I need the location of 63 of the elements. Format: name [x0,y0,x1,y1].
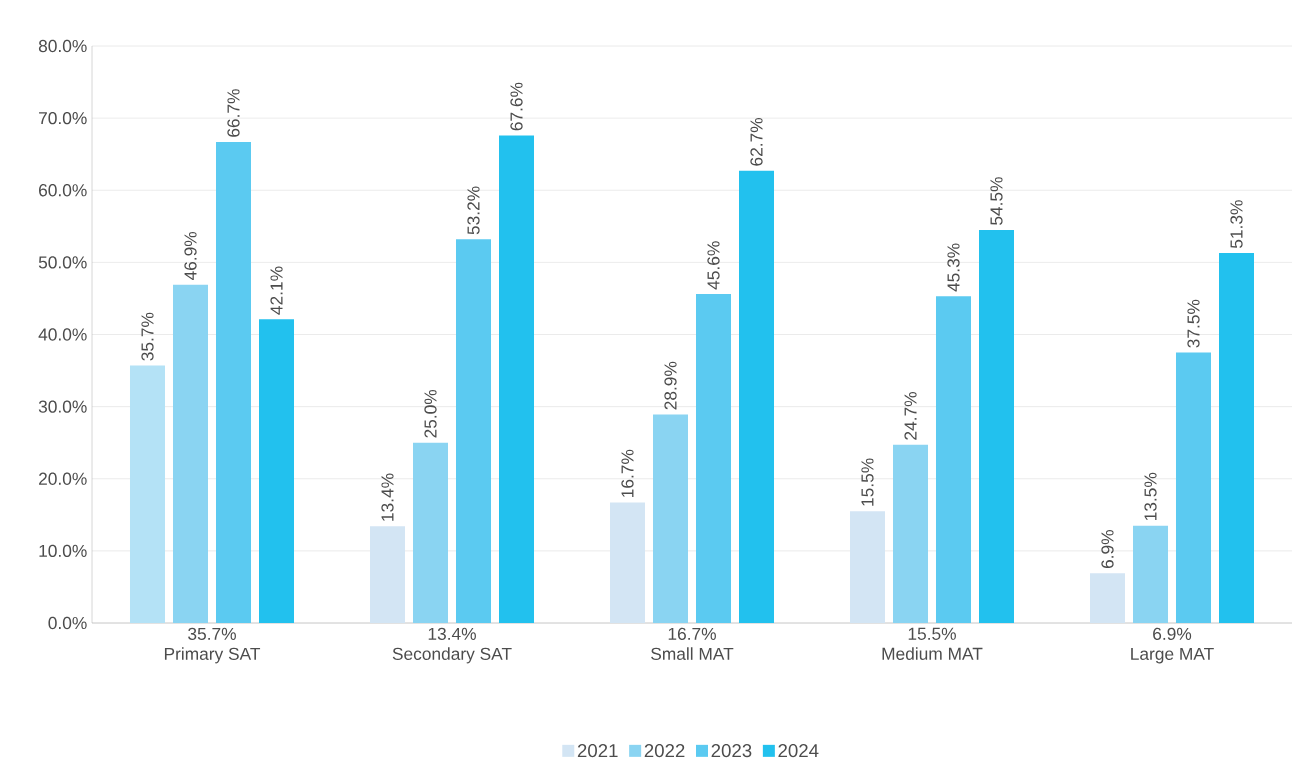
bar [653,414,688,623]
bar [1133,525,1169,623]
data-label: 67.6% [510,82,523,131]
y-tick-label: 20.0% [39,472,87,485]
data-label: 45.3% [947,243,960,292]
bar [610,502,645,623]
bar [129,365,165,623]
y-tick-label: 50.0% [38,256,87,269]
y-tick-label: 70.0% [39,111,87,125]
x-tick-label: Small MAT [651,647,734,660]
data-label: 25.0% [424,389,437,438]
data-label: 37.5% [1187,299,1200,348]
data-label: 66.7% [227,89,240,137]
text: 16.7% [668,627,716,640]
bar [739,170,775,623]
legend-label: 2021 [577,743,618,758]
bar [259,319,295,623]
bar [173,284,209,623]
y-tick-label: 10.0% [39,544,87,558]
data-label: 42.1% [270,266,283,315]
bar [695,294,731,623]
data-label: 62.7% [750,117,763,166]
bar [413,442,449,623]
data-label: 46.9% [184,231,197,281]
bar [1175,352,1211,623]
y-tick-label: 0.0% [48,616,87,630]
bar [455,239,491,623]
data-label: 15.5% [861,458,874,506]
data-label: 51.3% [1230,200,1243,249]
text: 13.4% [428,627,476,640]
bar [1219,253,1255,623]
data-label: 24.7% [904,392,917,440]
data-label: 45.6% [707,241,720,290]
x-tick-label: Primary SAT [164,647,261,664]
y-tick-label: 30.0% [38,400,87,413]
data-label: 13.4% [381,473,394,521]
data-label: 13.5% [1144,472,1157,521]
bar [849,511,885,623]
y-tick-label: 80.0% [38,39,87,53]
text: 15.5% [908,627,956,640]
bar [1089,573,1125,623]
bar [499,135,535,623]
y-tick-label: 40.0% [38,328,87,341]
text: 35.7% [188,627,236,640]
text: 6.9% [1153,627,1192,640]
legend-label: 2023 [711,743,752,758]
data-label: 6.9% [1101,530,1114,569]
bar [893,444,929,623]
data-label: 16.7% [621,449,634,497]
legend-label: 2022 [644,743,685,758]
data-label: 53.2% [467,186,480,235]
data-label: 54.5% [990,177,1003,225]
x-tick-label: Medium MAT [882,647,983,660]
data-label: 35.7% [141,312,154,361]
bar [979,229,1015,623]
bar [215,141,251,623]
y-tick-label: 60.0% [39,184,87,197]
bar [935,296,971,623]
legend-label: 2024 [778,743,819,758]
bar [369,526,405,623]
data-label: 28.9% [664,361,677,410]
x-tick-label: Secondary SAT [392,647,512,664]
x-tick-label: Large MAT [1131,647,1214,664]
